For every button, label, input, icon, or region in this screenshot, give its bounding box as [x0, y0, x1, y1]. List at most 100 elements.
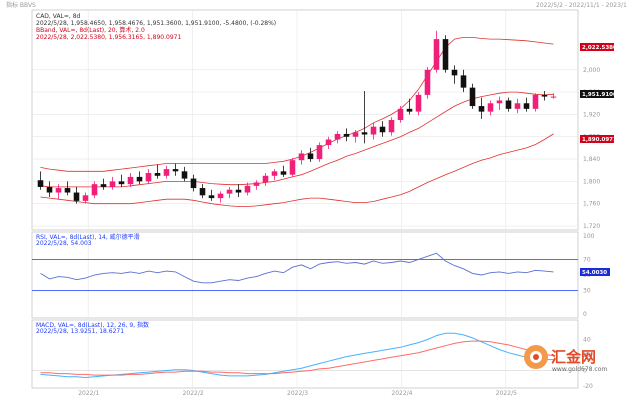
candle — [451, 65, 458, 84]
candle — [217, 191, 224, 203]
candle-body — [172, 169, 179, 172]
candle — [91, 181, 98, 199]
candle — [118, 174, 125, 187]
candle — [523, 97, 530, 112]
x-tick-label: 2022/4 — [391, 390, 412, 397]
candle — [397, 106, 404, 123]
price-y-tick: 1,720 — [583, 223, 600, 230]
watermark-brand: 汇金网 — [551, 348, 596, 366]
svg-text:1,951.9100: 1,951.9100 — [582, 92, 617, 98]
candle — [469, 83, 476, 109]
bband-upper-line — [40, 37, 554, 172]
price-panel — [31, 9, 579, 231]
candle-body — [82, 195, 89, 201]
candle — [181, 166, 188, 182]
candle-body — [334, 133, 341, 140]
candle — [199, 184, 206, 199]
candle-body — [397, 108, 404, 120]
candle-body — [262, 175, 269, 183]
candle — [532, 93, 539, 112]
candle-body — [505, 100, 512, 109]
candle-body — [181, 171, 188, 179]
candle — [424, 67, 431, 99]
candle — [433, 30, 440, 73]
x-tick-label: 2022/1 — [78, 390, 99, 397]
candle — [325, 136, 332, 150]
main-legend-line1: CAD, VAL=, 8d — [36, 13, 81, 20]
candle-body — [406, 108, 413, 112]
price-y-tick: 1,760 — [583, 201, 600, 208]
candle-body — [64, 188, 71, 193]
candle-body — [325, 139, 332, 146]
candle — [226, 186, 233, 199]
candle — [73, 186, 80, 204]
candle — [253, 180, 260, 190]
macd-y-tick: -20 — [583, 383, 593, 390]
bband-legend-line1: BBand, VAL=, 8d(Last), 20, 算术, 2.0 — [36, 26, 145, 34]
candle-body — [37, 180, 44, 187]
candle — [235, 184, 242, 197]
upper-band-price-tag: 2,022.5380 — [580, 43, 617, 51]
candle-body — [343, 133, 350, 137]
candle — [406, 98, 413, 115]
candle — [352, 130, 359, 143]
candle-body — [127, 176, 134, 185]
rsi-panel — [31, 231, 579, 319]
rsi-line — [40, 252, 554, 284]
candle — [127, 173, 134, 187]
candle-body — [478, 106, 485, 112]
x-tick-label: 2022/3 — [287, 390, 308, 397]
candle — [298, 150, 305, 165]
candle — [388, 117, 395, 136]
macd-y-tick: 20 — [583, 352, 591, 359]
candle-body — [514, 103, 521, 109]
price-y-tick: 2,000 — [583, 67, 600, 74]
candle — [478, 97, 485, 119]
candle-body — [109, 181, 116, 187]
header-tab-label[interactable]: 指标 BBVS — [6, 1, 36, 9]
rsi-legend-line1: RSI, VAL=, 8d(Last), 14, 威尔德平滑 — [36, 233, 140, 241]
candle-body — [379, 126, 386, 133]
rsi-value-tag: 54.0030 — [580, 268, 610, 276]
watermark: 汇金网 www.gold678.com — [524, 345, 607, 373]
candle — [190, 174, 197, 192]
candle-body — [154, 173, 161, 176]
candle-body — [352, 132, 359, 137]
candles — [37, 30, 557, 204]
macd-panel — [31, 319, 579, 389]
candle-body — [550, 96, 557, 98]
watermark-url: www.gold678.com — [552, 366, 607, 373]
candle-body — [226, 189, 233, 194]
rsi-y-tick: 100 — [583, 233, 595, 240]
bband-legend-line2: 2022/5/28, 2,022.5380, 1,956.3165, 1,890… — [36, 34, 181, 41]
candle-body — [100, 184, 107, 187]
candle-body — [163, 169, 170, 176]
candle — [361, 90, 368, 144]
rsi-y-tick: 70 — [583, 256, 591, 263]
candle-body — [91, 184, 98, 196]
candle-body — [190, 178, 197, 189]
candle — [487, 100, 494, 116]
candle — [379, 121, 386, 137]
candle-body — [136, 176, 143, 182]
candle — [460, 69, 467, 93]
macd-series — [32, 332, 578, 379]
candle-body — [541, 94, 548, 97]
candle-body — [460, 75, 467, 88]
candle-body — [424, 69, 431, 95]
candle-body — [469, 87, 476, 107]
candle — [46, 181, 53, 197]
x-tick-label: 2022/5 — [496, 390, 517, 397]
candle-body — [307, 153, 314, 160]
x-tick-label: 2022/2 — [183, 390, 204, 397]
candle — [145, 169, 152, 185]
candle-body — [73, 192, 80, 201]
main-legend-line2: 2022/5/28, 1,958.4650, 1,958.4676, 1,951… — [36, 20, 276, 27]
candle-body — [118, 181, 125, 185]
candle — [505, 97, 512, 112]
candle — [154, 164, 161, 179]
svg-text:54.0030: 54.0030 — [582, 270, 607, 276]
svg-text:1,890.0971: 1,890.0971 — [582, 137, 617, 143]
